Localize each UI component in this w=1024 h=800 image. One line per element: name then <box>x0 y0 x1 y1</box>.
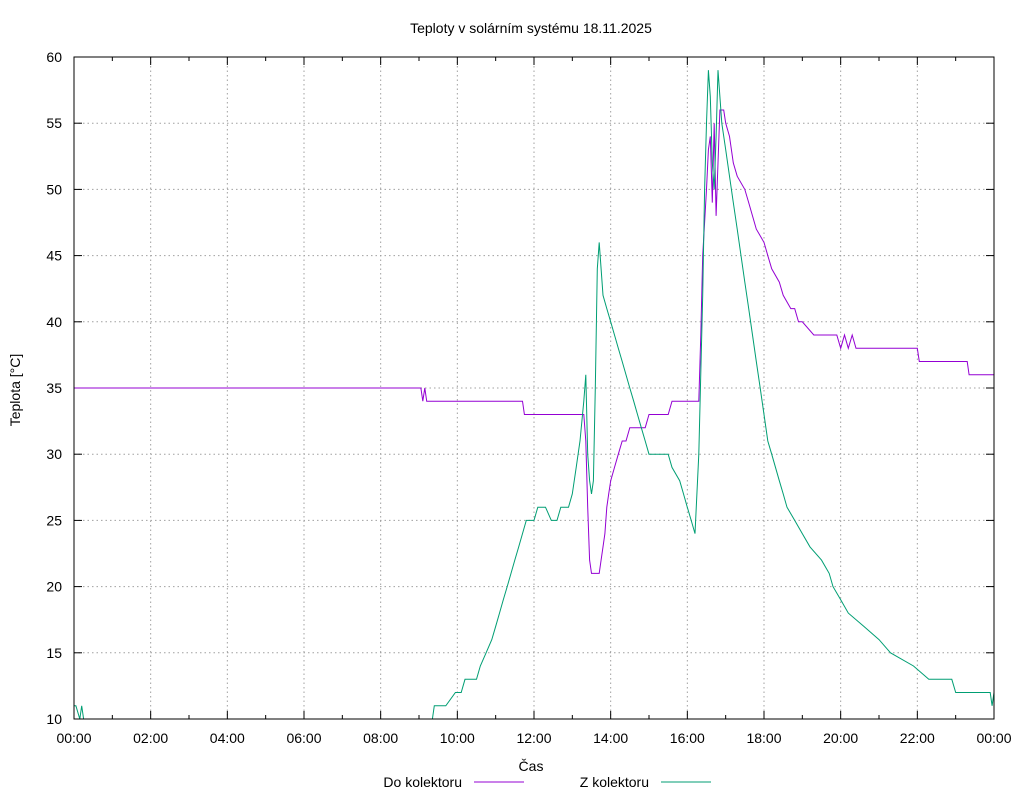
x-tick-label: 00:00 <box>976 730 1011 746</box>
x-tick-label: 06:00 <box>286 730 321 746</box>
x-tick-label: 04:00 <box>210 730 245 746</box>
axis-ticks: 10 15 20 25 30 35 40 45 50 55 60 00:00 02:00 04:00 06:… <box>46 49 1011 746</box>
x-tick-label: 10:00 <box>440 730 475 746</box>
y-tick-label: 20 <box>46 579 62 595</box>
y-tick-label: 40 <box>46 314 62 330</box>
x-axis-label: Čas <box>519 758 544 774</box>
y-tick-label: 50 <box>46 181 62 197</box>
y-axis-label: Teplota [°C] <box>7 354 23 427</box>
x-tick-label: 08:00 <box>363 730 398 746</box>
y-tick-label: 35 <box>46 380 62 396</box>
x-tick-label: 18:00 <box>746 730 781 746</box>
y-tick-label: 30 <box>46 446 62 462</box>
series-line-z-kolektoru <box>74 70 995 720</box>
y-tick-label: 45 <box>46 248 62 264</box>
grid-lines <box>74 57 994 719</box>
x-tick-label: 14:00 <box>593 730 628 746</box>
y-tick-label: 55 <box>46 115 62 131</box>
legend-label: Do kolektoru <box>383 774 462 790</box>
chart-title: Teploty v solárním systému 18.11.2025 <box>410 20 652 36</box>
x-tick-label: 02:00 <box>133 730 168 746</box>
y-tick-label: 25 <box>46 512 62 528</box>
x-tick-label: 12:00 <box>516 730 551 746</box>
y-tick-label: 15 <box>46 645 62 661</box>
series-line-do-kolektoru <box>74 109 994 574</box>
y-tick-label: 60 <box>46 49 62 65</box>
y-tick-label: 10 <box>46 711 62 727</box>
x-tick-label: 20:00 <box>823 730 858 746</box>
legend-label: Z kolektoru <box>580 774 649 790</box>
x-tick-label: 16:00 <box>670 730 705 746</box>
data-series <box>74 70 995 720</box>
x-tick-label: 00:00 <box>56 730 91 746</box>
legend: Do kolektoru Z kolektoru <box>383 774 711 790</box>
x-tick-label: 22:00 <box>900 730 935 746</box>
plot-frame <box>73 56 995 720</box>
